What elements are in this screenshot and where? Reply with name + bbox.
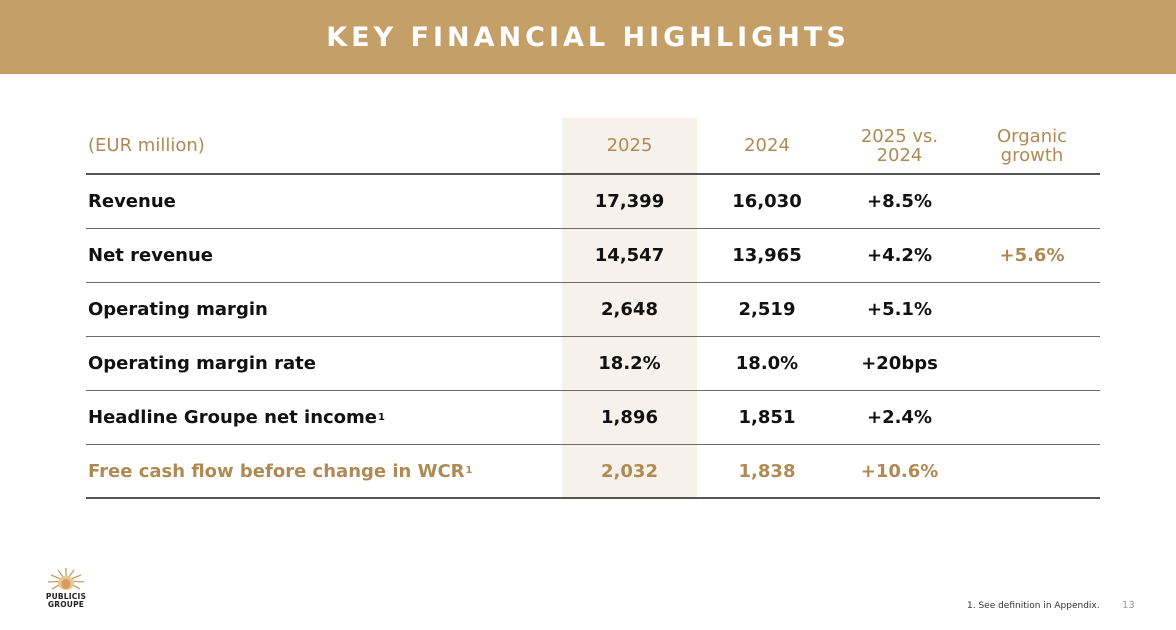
cell-organic (962, 445, 1102, 497)
row-label: Net revenue (88, 229, 558, 282)
row-label: Revenue (88, 175, 558, 228)
cell-organic (962, 283, 1102, 336)
row-label: Free cash flow before change in WCR 1 (88, 460, 473, 482)
cell-organic: +5.6% (999, 245, 1065, 266)
row-label-text: Net revenue (88, 245, 214, 266)
cell-2024: 18.0% (735, 353, 799, 374)
table-row-operating-margin: Operating margin 2,648 2,519 +5.1% (86, 283, 1100, 337)
cell-change: +10.6% (860, 460, 939, 482)
table-row-operating-margin-rate: Operating margin rate 18.2% 18.0% +20bps (86, 337, 1100, 391)
row-label-text: Free cash flow before change in WCR (88, 460, 465, 482)
financial-table: (EUR million) 2025 2024 2025 vs. 2024 Or… (86, 118, 1100, 499)
row-label: Operating margin (88, 283, 558, 336)
logo-line1: PUBLICIS (45, 592, 87, 601)
table-row-net-revenue: Net revenue 14,547 13,965 +4.2% +5.6% (86, 229, 1100, 283)
cell-2024: 2,519 (738, 299, 796, 320)
row-label-text: Revenue (88, 191, 176, 212)
page-number: 13 (1122, 600, 1135, 611)
cell-2025: 18.2% (598, 353, 661, 374)
cell-change: +8.5% (866, 191, 932, 212)
cell-2025: 14,547 (594, 245, 665, 266)
table-row-free-cash-flow: Free cash flow before change in WCR 1 2,0… (86, 445, 1100, 499)
row-label-text: Operating margin (88, 299, 268, 320)
footnote: 1. See definition in Appendix. (967, 601, 1100, 611)
cell-2025: 2,032 (601, 460, 658, 482)
header-change: 2025 vs. 2024 (837, 118, 962, 173)
header-2024: 2024 (744, 135, 790, 156)
row-label: Headline Groupe net income 1 (88, 407, 385, 428)
row-label: Operating margin rate (88, 337, 558, 390)
header-organic-line2: growth (1000, 144, 1064, 166)
cell-organic (962, 337, 1102, 390)
cell-change: +20bps (861, 353, 938, 374)
cell-change: +2.4% (866, 407, 932, 428)
table-header: (EUR million) 2025 2024 2025 vs. 2024 Or… (86, 118, 1100, 175)
cell-2024: 1,851 (738, 407, 796, 428)
header-organic: Organic growth (962, 118, 1102, 173)
cell-2024: 1,838 (738, 460, 796, 482)
table-row-revenue: Revenue 17,399 16,030 +8.5% (86, 175, 1100, 229)
cell-change: +4.2% (866, 245, 932, 266)
header-change-line1: 2025 vs. (860, 125, 939, 147)
lion-sun-icon (47, 568, 85, 590)
cell-2025: 1,896 (601, 407, 658, 428)
header-2025: 2025 (606, 135, 653, 156)
publicis-groupe-logo: PUBLICIS GROUPE (40, 567, 92, 615)
title-banner: KEY FINANCIAL HIGHLIGHTS (0, 0, 1176, 74)
page-title: KEY FINANCIAL HIGHLIGHTS (326, 21, 850, 53)
cell-2024: 13,965 (732, 245, 802, 266)
header-unit: (EUR million) (88, 135, 205, 156)
logo-line2: GROUPE (47, 600, 85, 609)
cell-organic (962, 391, 1102, 444)
highlight-column-2025 (562, 118, 697, 498)
cell-2025: 2,648 (601, 299, 658, 320)
cell-organic (962, 175, 1102, 228)
row-label-text: Operating margin rate (88, 353, 316, 374)
row-label-text: Headline Groupe net income (88, 407, 378, 428)
cell-2024: 16,030 (732, 191, 802, 212)
cell-2025: 17,399 (594, 191, 665, 212)
header-change-line2: 2024 (876, 144, 923, 166)
table-row-headline-net-income: Headline Groupe net income 1 1,896 1,851 … (86, 391, 1100, 445)
header-organic-line1: Organic (996, 125, 1067, 147)
cell-change: +5.1% (866, 299, 932, 320)
